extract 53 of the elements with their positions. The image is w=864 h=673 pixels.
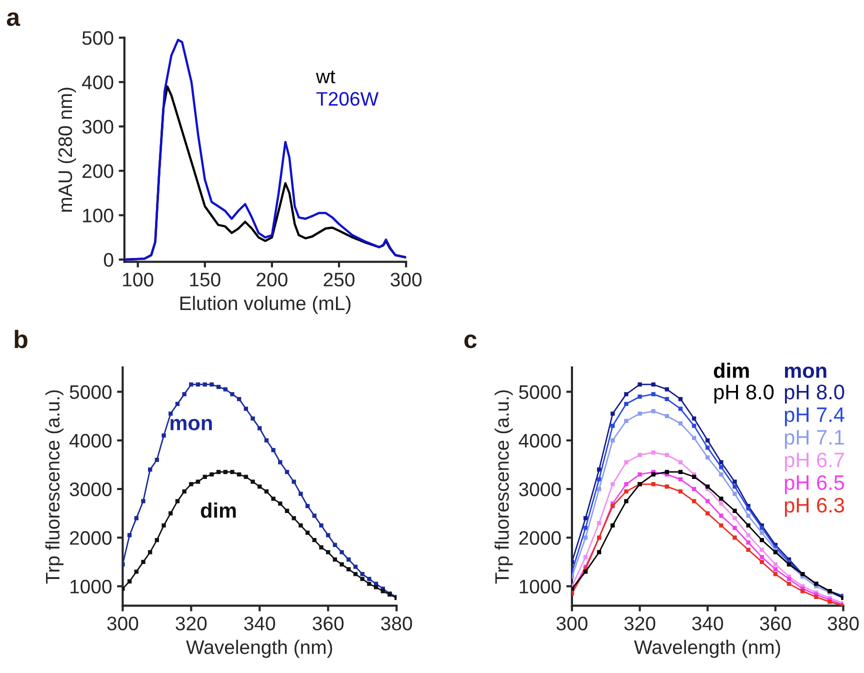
text: pH 8.0 bbox=[784, 384, 844, 404]
y-tick-label: 400 bbox=[82, 76, 114, 90]
y-tick-label: 3000 bbox=[70, 482, 112, 496]
x-tick-label: 340 bbox=[692, 616, 724, 630]
y-tick-label: 2000 bbox=[519, 531, 561, 545]
chart-title: b bbox=[14, 330, 28, 348]
x-tick-label: 100 bbox=[123, 272, 154, 286]
y-tick-label: 4000 bbox=[518, 434, 561, 448]
text: wt bbox=[316, 70, 336, 84]
series-label: mon bbox=[170, 418, 212, 430]
text: T206W bbox=[316, 92, 379, 106]
text: pH 6.3 bbox=[784, 498, 844, 517]
x-axis-title: Wavelength (nm) bbox=[186, 640, 332, 658]
x-tick-label: 340 bbox=[244, 616, 276, 630]
y-tick-label: 3000 bbox=[519, 482, 561, 496]
y-tick-label: 300 bbox=[82, 120, 114, 134]
x-axis-title: Elution volume (mL) bbox=[180, 296, 350, 314]
y-tick-label: 200 bbox=[82, 164, 114, 178]
x-tick-label: 380 bbox=[381, 616, 412, 630]
x-tick-label: 150 bbox=[190, 272, 220, 286]
series-label: dim bbox=[200, 502, 236, 518]
x-tick-label: 320 bbox=[624, 616, 656, 630]
x-axis-title: Wavelength (nm) bbox=[634, 640, 780, 658]
y-tick-label: 500 bbox=[82, 31, 114, 45]
y-tick-label: 4000 bbox=[69, 434, 112, 448]
chart-title: c bbox=[464, 334, 477, 348]
x-tick-label: 250 bbox=[324, 272, 354, 286]
x-tick-label: 320 bbox=[176, 616, 207, 630]
text: pH 6.7 bbox=[784, 452, 844, 472]
y-tick-label: 1000 bbox=[520, 580, 561, 594]
y-tick-label: 1000 bbox=[70, 580, 112, 594]
x-tick-label: 360 bbox=[312, 616, 344, 630]
y-tick-label: 2000 bbox=[70, 531, 112, 545]
y-tick-label: 100 bbox=[83, 208, 114, 222]
y-axis-title: Trp fluorescence (a.u.) bbox=[494, 390, 513, 584]
text: pH 7.4 bbox=[784, 408, 844, 426]
chart-title: a bbox=[6, 12, 20, 26]
text: pH 6.5 bbox=[784, 475, 844, 494]
x-tick-label: 380 bbox=[828, 616, 859, 630]
x-tick-label: 300 bbox=[107, 616, 138, 630]
text: pH 7.1 bbox=[784, 430, 844, 449]
annotation: mon bbox=[784, 366, 826, 378]
x-tick-label: 300 bbox=[556, 616, 588, 630]
annotation: dim bbox=[714, 362, 749, 378]
x-tick-label: 200 bbox=[256, 272, 288, 286]
text: pH 8.0 bbox=[714, 384, 774, 404]
x-tick-label: 360 bbox=[760, 616, 791, 630]
y-tick-label: 5000 bbox=[519, 385, 561, 400]
y-tick-label: 0 bbox=[104, 253, 114, 267]
y-tick-label: 5000 bbox=[70, 385, 112, 400]
y-axis-title: mAU (280 nm) bbox=[58, 88, 76, 212]
x-tick-label: 300 bbox=[390, 272, 422, 286]
y-axis-title: Trp fluorescence (a.u.) bbox=[45, 390, 64, 584]
